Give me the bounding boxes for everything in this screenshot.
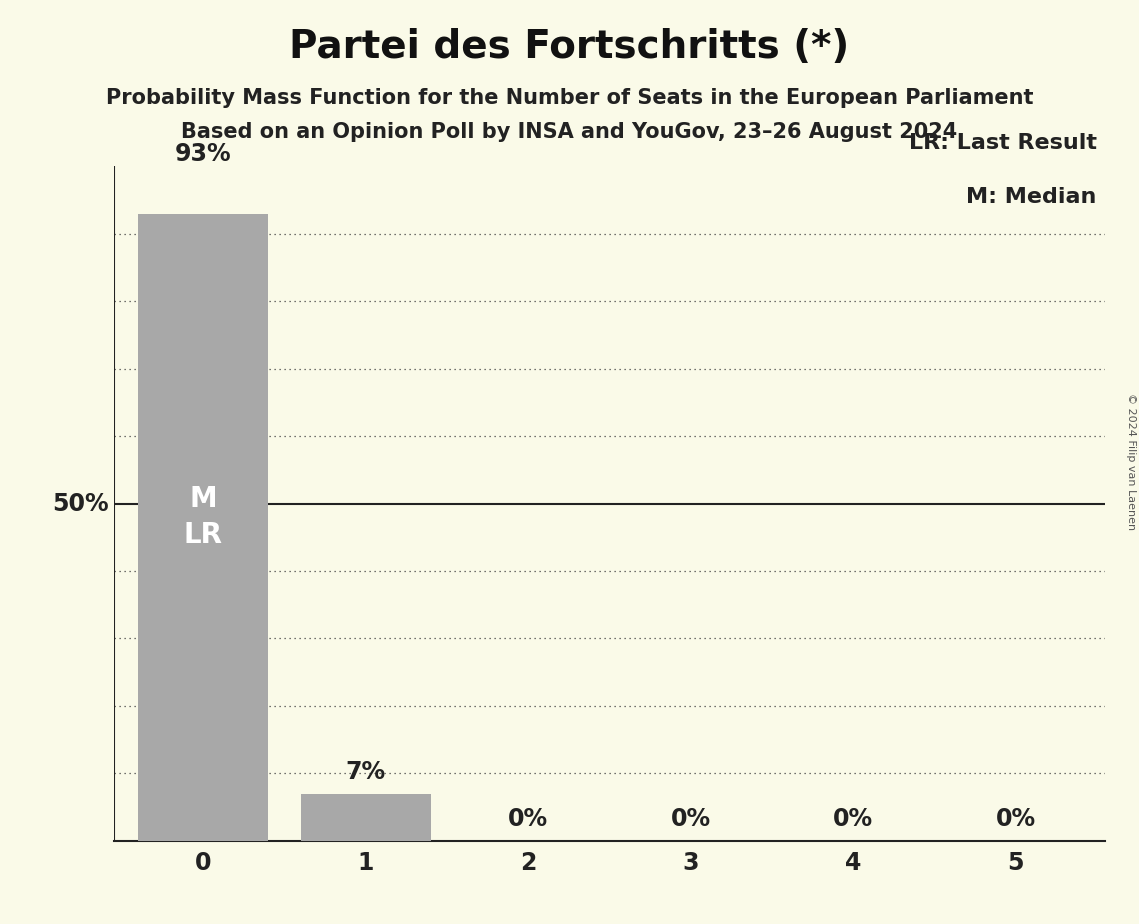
Text: Based on an Opinion Poll by INSA and YouGov, 23–26 August 2024: Based on an Opinion Poll by INSA and You… <box>181 122 958 142</box>
Text: Probability Mass Function for the Number of Seats in the European Parliament: Probability Mass Function for the Number… <box>106 88 1033 108</box>
Text: 7%: 7% <box>345 760 386 784</box>
Text: 0%: 0% <box>671 807 711 831</box>
Text: 0%: 0% <box>508 807 548 831</box>
Text: 93%: 93% <box>175 142 231 166</box>
Text: M
LR: M LR <box>183 485 223 550</box>
Text: 0%: 0% <box>833 807 874 831</box>
Text: LR: Last Result: LR: Last Result <box>909 133 1097 152</box>
Bar <box>301 794 431 841</box>
Text: © 2024 Filip van Laenen: © 2024 Filip van Laenen <box>1126 394 1136 530</box>
Text: 50%: 50% <box>52 492 109 516</box>
Bar <box>138 213 268 841</box>
Text: Partei des Fortschritts (*): Partei des Fortschritts (*) <box>289 28 850 66</box>
Text: 0%: 0% <box>995 807 1035 831</box>
Text: M: Median: M: Median <box>966 187 1097 207</box>
